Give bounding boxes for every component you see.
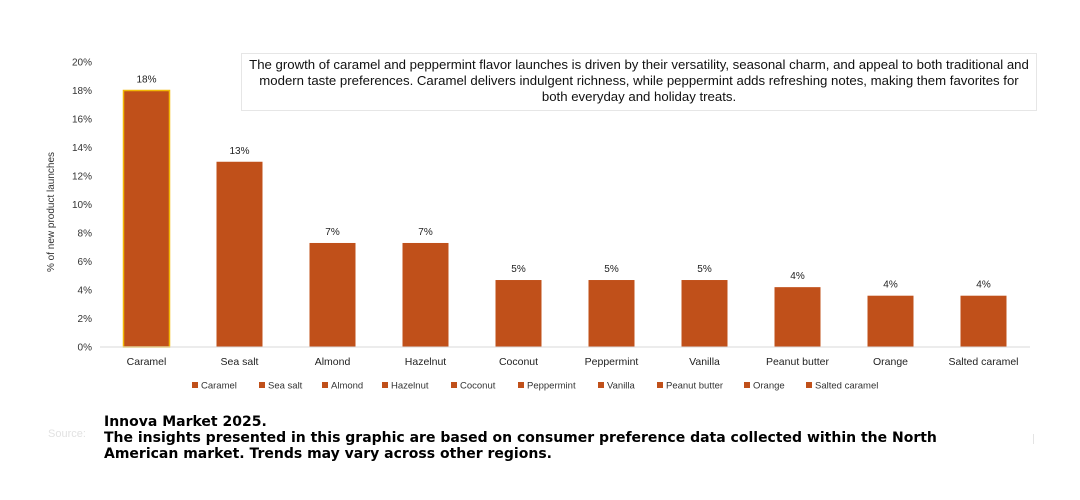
y-tick-label: 4% [78, 286, 93, 297]
legend-label: Coconut [460, 381, 496, 392]
data-label: 4% [883, 280, 898, 291]
legend-swatch [744, 382, 750, 388]
insight-callout: The growth of caramel and peppermint fla… [241, 53, 1037, 111]
x-tick-label: Coconut [499, 356, 538, 368]
data-label: 4% [790, 271, 805, 282]
y-tick-label: 16% [72, 115, 92, 126]
faint-mark [1033, 434, 1034, 444]
y-tick-label: 12% [72, 172, 92, 183]
x-tick-label: Sea salt [221, 356, 259, 368]
bar-sea-salt [216, 161, 263, 347]
legend-label: Hazelnut [391, 381, 429, 392]
x-tick-label: Caramel [127, 356, 167, 368]
legend-swatch [451, 382, 457, 388]
x-tick-label: Peppermint [585, 356, 639, 368]
legend-swatch [322, 382, 328, 388]
legend-label: Peppermint [527, 381, 576, 392]
data-label: 5% [697, 264, 712, 275]
legend-swatch [192, 382, 198, 388]
data-label: 5% [604, 264, 619, 275]
x-tick-label: Vanilla [689, 356, 720, 368]
bar-orange [867, 295, 914, 347]
legend-label: Peanut butter [666, 381, 723, 392]
y-axis-title: % of new product launches [46, 152, 57, 272]
y-tick-label: 6% [78, 257, 93, 268]
legend-label: Sea salt [268, 381, 303, 392]
legend-label: Caramel [201, 381, 237, 392]
data-label: 18% [136, 75, 156, 86]
x-tick-label: Orange [873, 356, 908, 368]
source-label: Source: [48, 428, 86, 440]
legend-label: Almond [331, 381, 363, 392]
data-label: 4% [976, 280, 991, 291]
x-tick-label: Almond [315, 356, 351, 368]
source-note: Innova Market 2025. The insights present… [104, 414, 944, 462]
legend-swatch [382, 382, 388, 388]
legend-label: Orange [753, 381, 785, 392]
y-tick-label: 10% [72, 200, 92, 211]
legend-swatch [657, 382, 663, 388]
bar-salted-caramel [960, 295, 1007, 347]
source-line: The insights presented in this graphic a… [104, 430, 937, 446]
bar-almond [309, 242, 356, 347]
legend-swatch [518, 382, 524, 388]
y-tick-label: 0% [78, 343, 93, 354]
x-tick-label: Peanut butter [766, 356, 830, 368]
x-tick-label: Hazelnut [405, 356, 447, 368]
x-tick-label: Salted caramel [948, 356, 1018, 368]
bar-hazelnut [402, 242, 449, 347]
legend-swatch [806, 382, 812, 388]
y-tick-label: 20% [72, 58, 92, 69]
y-tick-label: 2% [78, 314, 93, 325]
legend-swatch [259, 382, 265, 388]
legend-label: Salted caramel [815, 381, 878, 392]
legend-swatch [598, 382, 604, 388]
bar-vanilla [681, 280, 728, 347]
data-label: 7% [325, 227, 340, 238]
y-tick-label: 8% [78, 229, 93, 240]
data-label: 5% [511, 264, 526, 275]
legend-label: Vanilla [607, 381, 636, 392]
data-label: 7% [418, 227, 433, 238]
y-tick-label: 14% [72, 143, 92, 154]
bar-caramel [122, 89, 171, 348]
source-line: American market. Trends may vary across … [104, 446, 552, 462]
data-label: 13% [229, 146, 249, 157]
bar-coconut [495, 280, 542, 347]
bar-peanut-butter [774, 287, 821, 347]
y-tick-label: 18% [72, 86, 92, 97]
bar-peppermint [588, 280, 635, 347]
source-line: Innova Market 2025. [104, 414, 267, 430]
